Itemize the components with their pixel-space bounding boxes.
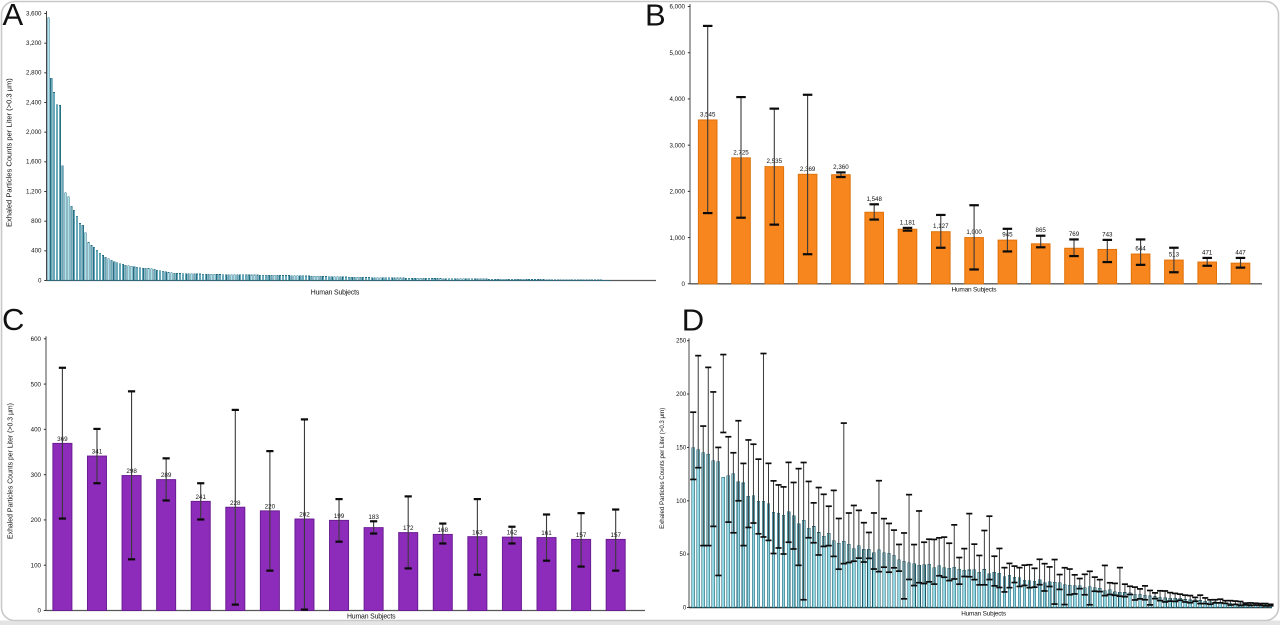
svg-text:3,600: 3,600	[26, 10, 42, 17]
svg-text:0: 0	[683, 606, 687, 612]
svg-text:1,181: 1,181	[900, 219, 916, 226]
svg-text:1,200: 1,200	[26, 188, 42, 195]
svg-text:Human Subjects: Human Subjects	[961, 611, 1006, 618]
svg-text:1,600: 1,600	[26, 159, 42, 166]
svg-text:Exhaled Particles Counts per L: Exhaled Particles Counts per Liter (>0.3…	[5, 78, 14, 227]
svg-text:2,400: 2,400	[26, 99, 42, 106]
svg-text:769: 769	[1069, 231, 1080, 238]
svg-text:0: 0	[38, 608, 42, 615]
svg-text:A: A	[3, 0, 24, 32]
svg-text:400: 400	[31, 427, 42, 434]
svg-text:150: 150	[676, 445, 687, 451]
svg-text:Human Subjects: Human Subjects	[951, 286, 997, 293]
svg-text:Human Subjects: Human Subjects	[311, 289, 360, 296]
svg-text:200: 200	[31, 517, 42, 524]
svg-text:500: 500	[31, 381, 42, 388]
svg-text:0: 0	[38, 277, 42, 284]
svg-text:447: 447	[1235, 249, 1246, 256]
svg-text:100: 100	[31, 562, 42, 569]
svg-text:B: B	[645, 0, 666, 32]
svg-text:2,000: 2,000	[670, 189, 686, 196]
svg-text:50: 50	[680, 552, 687, 558]
svg-text:471: 471	[1202, 249, 1213, 256]
svg-text:865: 865	[1036, 227, 1047, 234]
svg-text:100: 100	[676, 499, 687, 505]
svg-text:2,360: 2,360	[833, 164, 849, 171]
svg-text:800: 800	[31, 218, 42, 225]
svg-text:3,000: 3,000	[670, 142, 686, 149]
svg-text:1,548: 1,548	[866, 196, 882, 203]
svg-text:0: 0	[682, 281, 686, 288]
svg-text:Exhaled Particles Counts per L: Exhaled Particles Counts per Liter (>0.3…	[659, 408, 666, 529]
svg-text:Human Subjects: Human Subjects	[347, 614, 396, 621]
svg-text:5,000: 5,000	[670, 50, 686, 57]
svg-text:743: 743	[1102, 231, 1113, 238]
svg-text:2,800: 2,800	[26, 70, 42, 77]
svg-text:D: D	[682, 302, 704, 337]
svg-text:Exhaled Particles Counts per L: Exhaled Particles Counts per Liter (>0.3…	[7, 403, 14, 539]
svg-text:183: 183	[368, 514, 379, 521]
svg-text:400: 400	[31, 248, 42, 255]
svg-text:4,000: 4,000	[670, 96, 686, 103]
svg-text:600: 600	[31, 336, 42, 343]
svg-text:1,000: 1,000	[670, 235, 686, 242]
svg-text:3,200: 3,200	[26, 40, 42, 47]
svg-text:C: C	[2, 302, 24, 337]
svg-text:250: 250	[676, 339, 687, 345]
svg-text:300: 300	[31, 472, 42, 479]
svg-text:200: 200	[676, 392, 687, 398]
svg-text:6,000: 6,000	[670, 4, 686, 11]
svg-text:2,000: 2,000	[26, 129, 42, 136]
